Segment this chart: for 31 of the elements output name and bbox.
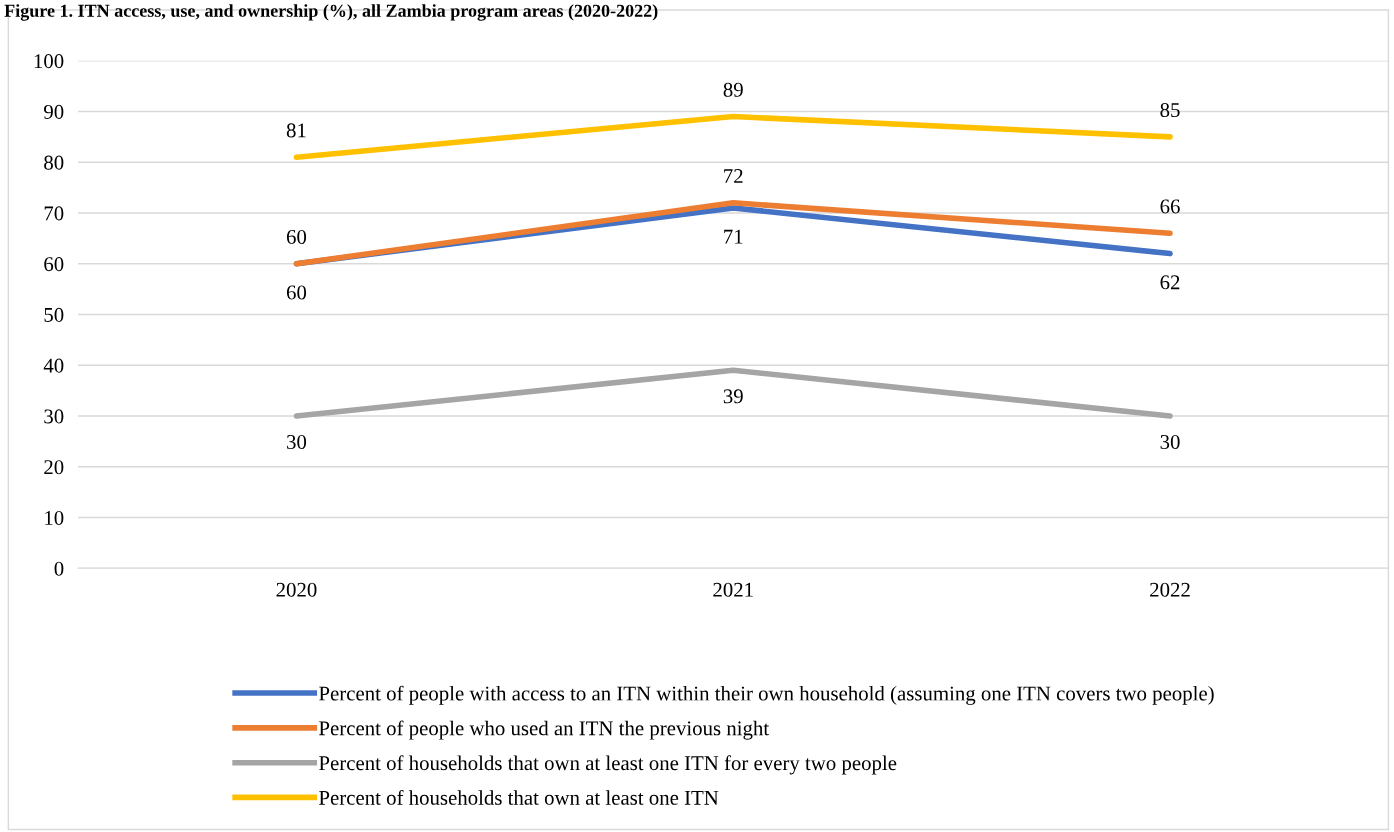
data-label: 85 <box>1160 103 1180 118</box>
legend-label: Percent of households that own at least one ITN <box>319 789 719 805</box>
legend-label: Percent of households that own at least one ITN for every two people <box>319 755 897 775</box>
data-label: 39 <box>723 389 743 404</box>
y-tick-label: 10 <box>45 510 64 525</box>
legend-label: Percent of people with access to an ITN within their own household (assuming one ITN covers two people) <box>319 685 1214 705</box>
data-label: 60 <box>286 285 307 300</box>
chart-title: Figure 1. ITN access, use, and ownership (%), all Zambia program areas (2020-2022) <box>4 4 658 21</box>
data-label: 60 <box>286 229 307 244</box>
y-tick-label: 50 <box>44 307 64 322</box>
y-tick-label: 100 <box>34 54 64 69</box>
x-tick-label: 2020 <box>276 582 317 597</box>
legend-label: Percent of people who used an ITN the previous night <box>319 720 770 740</box>
data-label: 66 <box>1160 199 1180 214</box>
data-label: 71 <box>724 229 743 244</box>
y-tick-label: 0 <box>54 561 64 576</box>
data-label: 62 <box>1160 275 1180 290</box>
data-label: 89 <box>723 82 743 97</box>
data-label: 30 <box>1160 434 1180 449</box>
x-tick-label: 2022 <box>1150 582 1190 597</box>
y-tick-label: 20 <box>44 460 64 475</box>
y-tick-label: 70 <box>44 206 64 221</box>
data-label: 30 <box>287 434 307 449</box>
y-tick-label: 90 <box>44 104 64 119</box>
y-tick-label: 30 <box>44 409 64 424</box>
y-tick-label: 40 <box>43 358 64 373</box>
y-tick-label: 80 <box>44 155 64 170</box>
data-label: 81 <box>286 123 306 138</box>
y-tick-label: 60 <box>44 257 64 272</box>
data-label: 72 <box>724 169 743 183</box>
x-tick-label: 2021 <box>713 582 753 597</box>
